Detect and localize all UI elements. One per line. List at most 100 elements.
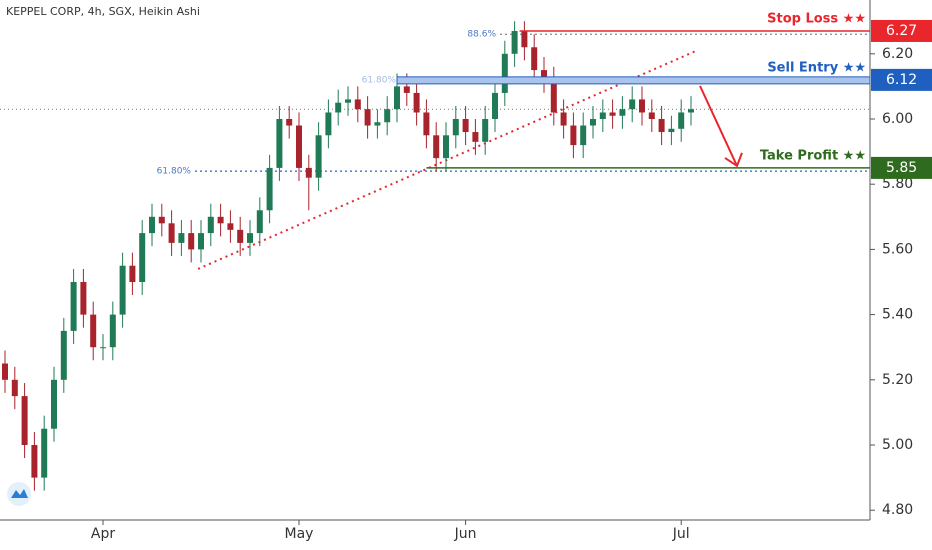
candle-body [384, 109, 391, 123]
candle-body [266, 167, 273, 211]
candle-body [394, 86, 400, 110]
x-tick-label: Jun [454, 526, 477, 542]
fib-label: 61.80% [157, 167, 192, 177]
candle-body [472, 132, 479, 142]
candle-body [21, 396, 28, 446]
candle-body [550, 79, 557, 113]
candle-body [335, 102, 342, 113]
candle-body [325, 112, 332, 136]
candle-body [345, 99, 351, 103]
candle-body [492, 92, 498, 119]
candle-body [305, 167, 312, 178]
y-tick-label: 5.20 [882, 372, 913, 388]
candle-body [198, 233, 204, 250]
candle-body [609, 112, 616, 116]
y-tick-label: 6.20 [882, 46, 913, 62]
level-name: Stop Loss ★★ [767, 11, 866, 26]
candle-body [599, 112, 606, 119]
candle-body [354, 99, 361, 110]
candle-body [482, 118, 489, 142]
candle-body [648, 112, 655, 119]
level-band [396, 76, 871, 85]
candle-body [423, 112, 430, 136]
y-tick-label: 5.00 [882, 437, 913, 453]
candle-body [207, 216, 214, 234]
logo-mark [11, 489, 28, 498]
candle-body [256, 210, 263, 234]
price-box-label: 6.27 [886, 23, 917, 39]
candle-body [364, 109, 371, 126]
candle-body [688, 109, 694, 113]
level-name: Take Profit ★★ [760, 148, 866, 163]
candle-body [511, 30, 518, 54]
price-box [871, 19, 932, 42]
candle-body [668, 128, 675, 133]
candle-body [658, 118, 665, 133]
candle-body [100, 347, 106, 349]
candle-body [237, 229, 244, 243]
price-box [871, 156, 932, 179]
price-box-label: 5.85 [886, 160, 917, 176]
candle-body [139, 233, 146, 283]
candle-body [541, 70, 547, 80]
candle-body [462, 118, 469, 133]
candle-body [109, 314, 116, 348]
candle-body [158, 216, 165, 224]
candle-body [629, 99, 636, 110]
candle-body [531, 47, 538, 71]
y-tick-label: 5.60 [882, 241, 913, 257]
candle-body [90, 314, 97, 348]
candle-body [678, 112, 685, 129]
candle-body [452, 118, 459, 136]
chart-title: KEPPEL CORP, 4h, SGX, Heikin Ashi [6, 5, 200, 18]
price-box [871, 68, 932, 91]
fib-label: 88.6% [467, 30, 496, 40]
x-tick-label: Apr [91, 526, 115, 542]
candle-body [443, 135, 449, 159]
candle-body [188, 233, 195, 250]
y-tick-label: 5.40 [882, 307, 913, 323]
candle-body [374, 122, 381, 126]
candle-body [639, 99, 645, 113]
candle-body [60, 330, 67, 380]
candle-body [560, 112, 567, 126]
candle-body [80, 282, 87, 315]
x-tick-label: Jul [672, 526, 690, 542]
candle-body [247, 233, 253, 243]
candle-body [286, 118, 293, 126]
candle-body [70, 282, 77, 331]
price-box-label: 6.12 [886, 72, 917, 88]
arrow-shaft [699, 85, 738, 167]
candle-body [276, 118, 283, 168]
candle-body [51, 379, 57, 429]
candle-body [178, 233, 185, 243]
candle-body [11, 379, 18, 397]
candle-body [501, 53, 508, 93]
candle-body [227, 223, 234, 230]
candle-body [296, 125, 302, 168]
candle-body [149, 216, 155, 234]
candle-body [521, 30, 528, 48]
y-tick-label: 4.80 [882, 502, 913, 518]
candle-body [129, 265, 136, 283]
candle-body [570, 125, 577, 146]
x-tick-label: May [285, 526, 314, 542]
candle-body [433, 135, 440, 159]
level-name: Sell Entry ★★ [767, 60, 866, 75]
arrow-head [724, 152, 743, 168]
candle-body [315, 135, 322, 178]
candle-body [217, 216, 224, 224]
candle-body [31, 445, 38, 478]
candle-body [2, 363, 8, 380]
y-tick-label: 5.80 [882, 176, 913, 192]
candle-body [168, 223, 175, 243]
logo [7, 482, 31, 506]
candle-body [119, 265, 126, 315]
candle-body [403, 86, 410, 93]
candle-body [580, 125, 587, 146]
candle-body [41, 428, 48, 478]
candle-body [619, 109, 626, 116]
fib-label: 61.80% [362, 75, 397, 85]
